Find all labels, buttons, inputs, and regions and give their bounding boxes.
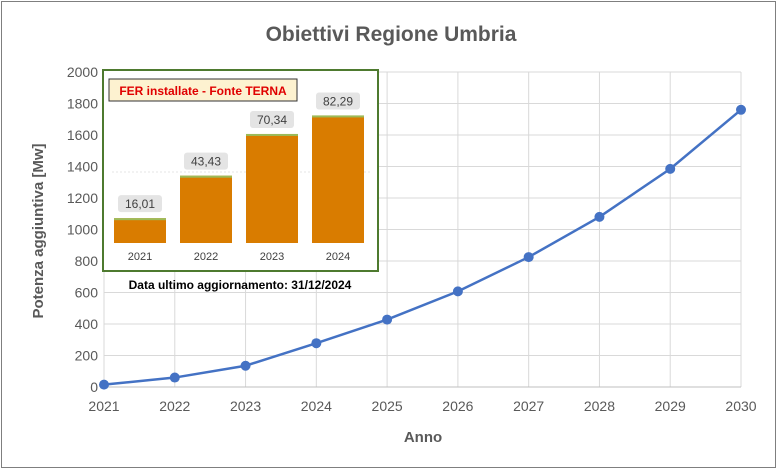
y-tick-label: 1200 (67, 190, 98, 206)
inset-bars: 16,01 2021 43,43 2022 70,34 2023 82,29 2024 (112, 92, 371, 263)
data-point (523, 252, 534, 263)
inset-bar (114, 218, 166, 243)
data-point (99, 379, 109, 390)
y-tick-label: 1800 (67, 96, 98, 112)
chart-title: Obiettivi Regione Umbria (266, 23, 517, 46)
y-tick-label: 2000 (67, 64, 98, 80)
inset-value-label: 70,34 (257, 113, 287, 127)
line-series (99, 104, 746, 390)
series-line (103, 108, 742, 386)
x-tick-label: 2028 (584, 398, 615, 414)
inset-bar-top (114, 218, 166, 221)
y-tick-label: 200 (75, 348, 99, 364)
x-tick-label: 2026 (442, 398, 473, 414)
inset-title: FER installate - Fonte TERNA (119, 84, 287, 98)
data-point (452, 286, 463, 297)
inset-value-label-bg (118, 195, 162, 213)
y-tick-label: 0 (90, 379, 98, 395)
y-tick-label: 1600 (67, 127, 98, 143)
inset-title-box (108, 78, 298, 102)
data-point (736, 104, 746, 115)
data-point (665, 163, 676, 174)
x-tick-label: 2024 (301, 398, 332, 414)
y-axis-label: Potenza aggiuntiva [Mw] (30, 143, 47, 318)
x-tick-label: 2023 (230, 398, 261, 414)
inset-bar (312, 115, 364, 243)
data-point (382, 314, 393, 325)
x-tick-label: 2025 (372, 398, 403, 414)
y-tick-label: 800 (75, 253, 99, 269)
inset-value-label: 82,29 (323, 94, 353, 108)
inset-category-label: 2024 (326, 251, 350, 263)
data-point (169, 372, 180, 383)
data-point (240, 360, 251, 371)
inset-value-label: 43,43 (191, 155, 221, 169)
y-tick-label: 400 (75, 316, 99, 332)
inset-value-label-bg (184, 152, 228, 170)
inset-value-label: 16,01 (125, 197, 155, 211)
y-axis-ticks: 0 200 400 600 800 1000 1200 1400 1600 1800 2000 (67, 64, 98, 395)
inset-bar-top (246, 133, 298, 136)
y-tick-label: 600 (75, 285, 99, 301)
data-point (594, 211, 605, 222)
inset-value-label-bg (316, 92, 360, 110)
inset-chart: FER installate - Fonte TERNA 16,01 2021 43… (102, 69, 379, 292)
inset-footnote: Data ultimo aggiornamento: 31/12/2024 (129, 278, 352, 292)
x-tick-label: 2027 (513, 398, 544, 414)
inset-category-label: 2022 (194, 251, 218, 263)
inset-value-label-bg (250, 110, 294, 128)
inset-bar-top (312, 115, 364, 118)
x-axis-ticks: 2021 2022 2023 2024 2025 2026 2027 2028 2029 2030 (88, 398, 756, 414)
x-axis-label: Anno (404, 429, 442, 446)
inset-bar-top (180, 175, 232, 178)
x-tick-label: 2022 (159, 398, 190, 414)
y-tick-label: 1000 (67, 222, 98, 238)
x-tick-label: 2030 (725, 398, 756, 414)
x-tick-label: 2021 (88, 398, 119, 414)
inset-category-label: 2023 (260, 251, 284, 263)
data-point (311, 338, 322, 349)
y-tick-label: 1400 (67, 159, 98, 175)
inset-bar (246, 133, 298, 243)
inset-category-label: 2021 (128, 251, 152, 263)
inset-bar (180, 175, 232, 243)
x-tick-label: 2029 (655, 398, 686, 414)
